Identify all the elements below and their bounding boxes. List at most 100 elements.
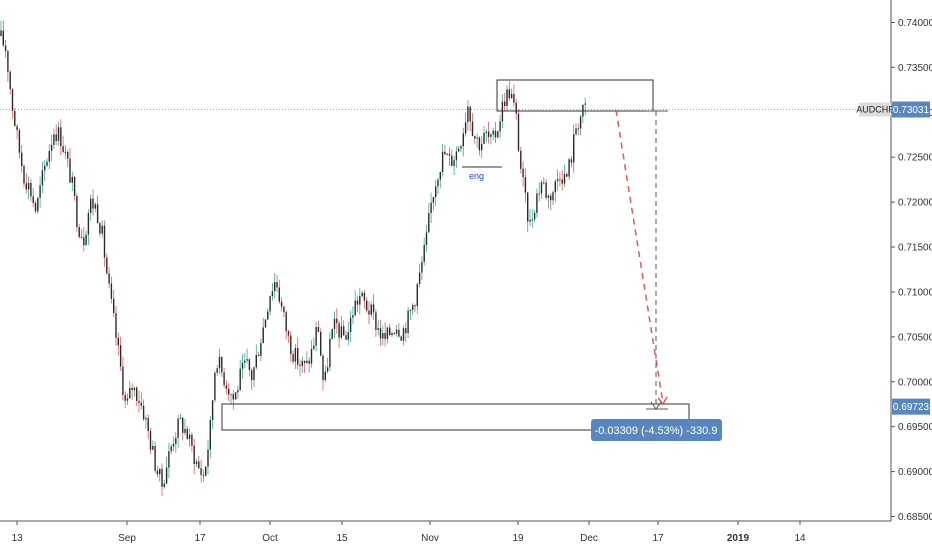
candle-body [432,196,435,203]
candle-body [437,179,439,187]
candle-body [483,132,485,144]
candle-body [538,193,540,195]
candle-body [117,337,119,346]
candle-body [430,202,432,214]
candle-body [71,176,73,183]
candle-body [27,182,30,190]
candle-body [230,394,232,396]
candle-body [271,291,274,297]
resistance-zone-box[interactable] [496,79,654,112]
candle-body [216,368,218,373]
last-price-label: 0.73031 [893,105,930,116]
candle-body [400,336,402,341]
candle-body [407,310,409,334]
candle-body [294,348,297,362]
candle-body [451,155,453,166]
candle-body [340,326,343,338]
candle-body [16,126,18,131]
candle-body [138,400,140,403]
candle-body [345,335,347,340]
candle-body [2,30,4,46]
candle-body [172,443,175,447]
candle-body [448,153,451,156]
candle-body [425,232,428,245]
candle-body [506,89,508,106]
candle-body [494,130,497,138]
candle-body [152,445,154,450]
candle-body [490,134,492,137]
candle-body [154,445,156,471]
candle-body [69,158,71,183]
candle-body [41,170,44,186]
candle-body [122,366,124,395]
candle-body [25,183,27,190]
candle-body [131,387,133,390]
candle-body [359,296,361,305]
candle-body [554,181,556,193]
candle-body [497,131,499,138]
candle-body [573,134,575,163]
candle-body [556,179,559,182]
candle-body [156,470,159,475]
candle-body [421,261,423,273]
candle-body [94,204,96,209]
symbol-label: AUDCHF [856,104,894,114]
candle-body [313,345,315,350]
candle-body [515,102,517,114]
candle-body [253,367,255,381]
candle-body [310,349,313,364]
candle-body [78,226,80,237]
candle-body [34,202,37,212]
candle-body [416,284,418,306]
candle-body [508,89,510,99]
candle-body [85,234,87,246]
candle-body [228,388,230,395]
candle-body [545,182,547,198]
candle-body [464,122,467,134]
candle-body [165,467,168,484]
projection-path[interactable] [615,109,664,404]
y-tick-label: 0.71000 [898,287,932,298]
candle-body [552,192,554,201]
candle-body [283,306,285,313]
candle-body [11,89,14,112]
candle-body [370,304,372,315]
candle-body [149,431,152,450]
candle-body [257,354,260,357]
candle-body [398,329,400,337]
y-tick-label: 0.70500 [898,332,932,343]
candle-body [246,359,248,361]
candle-body [244,360,246,363]
candle-body [110,283,113,299]
candle-body [405,328,407,334]
candle-body [435,186,437,197]
candle-body [211,400,214,420]
candle-body [168,451,170,468]
candle-body [412,305,414,311]
candle-body [303,360,306,363]
candle-body [563,174,566,184]
candle-body [439,172,441,180]
candle-body [324,371,326,381]
candle-body [90,198,92,214]
candle-body [163,483,165,487]
candle-body [76,195,78,227]
x-tick-label: 13 [11,533,23,544]
candle-body [101,225,103,234]
candle-body [384,333,386,339]
candle-body [32,196,34,203]
candle-body [336,318,338,324]
drawings-group: -0.03309 (-4.53%) -330.9 eng [221,79,722,441]
candle-body [559,179,561,181]
candle-body [237,389,239,393]
candle-body [214,372,216,401]
y-tick-label: 0.72000 [898,198,932,209]
candle-body [566,174,568,177]
x-tick-label: 2019 [727,533,750,544]
target-zone-box[interactable] [221,403,690,431]
candle-body [487,131,490,137]
candle-body [170,446,172,452]
candle-body [329,338,331,368]
